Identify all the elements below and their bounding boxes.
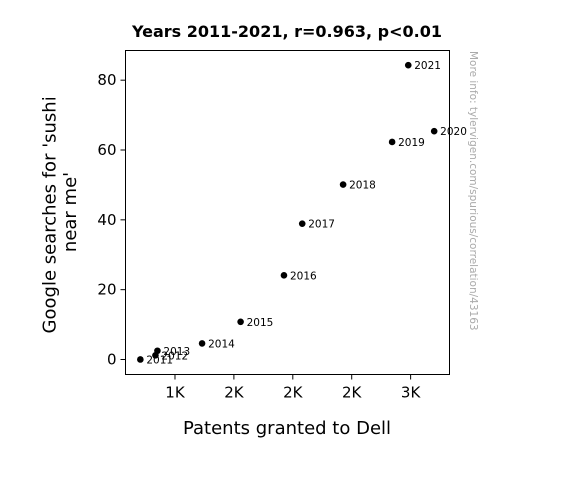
point-label-2012: 2012 <box>161 350 188 362</box>
data-point-2011 <box>137 356 144 363</box>
x-axis: 1K 2K 2K 2K 3K <box>165 374 422 402</box>
point-label-2018: 2018 <box>349 180 376 192</box>
data-point-2019 <box>388 138 396 146</box>
x-axis-label: Patents granted to Dell <box>183 418 391 439</box>
y-tick-label: 40 <box>97 211 116 229</box>
plot-area: 2011201220132014201520162017201820192020… <box>137 60 467 366</box>
y-tick-label: 80 <box>97 71 116 89</box>
point-label-2014: 2014 <box>208 338 235 350</box>
data-point-2017 <box>298 220 306 227</box>
y-axis-label-line-1: Google searches for 'sushi <box>39 96 60 333</box>
x-tick-label: 2K <box>224 384 245 402</box>
point-label-2016: 2016 <box>290 270 317 282</box>
y-tick-label: 20 <box>97 281 116 299</box>
point-label-2020: 2020 <box>440 126 467 138</box>
point-label-2015: 2015 <box>247 317 274 329</box>
point-label-2017: 2017 <box>308 219 335 231</box>
point-label-2021: 2021 <box>414 60 441 72</box>
data-point-2020 <box>430 127 438 135</box>
y-axis-label: Google searches for 'sushi near me' <box>39 91 81 334</box>
plot-frame <box>125 50 450 375</box>
point-label-2019: 2019 <box>398 137 425 149</box>
y-axis: 0 20 40 60 80 <box>97 71 126 368</box>
point-label-2013: 2013 <box>163 346 190 358</box>
data-point-2013 <box>154 347 161 355</box>
data-point-2016 <box>280 272 288 279</box>
data-point-2021 <box>404 61 412 69</box>
x-tick-label: 3K <box>401 384 422 402</box>
data-point-2014 <box>198 340 206 347</box>
y-tick-label: 0 <box>107 350 117 368</box>
data-point-2015 <box>237 318 244 326</box>
x-tick-label: 1K <box>165 384 186 402</box>
y-tick-label: 60 <box>97 141 116 159</box>
y-axis-label-line-2: near me' <box>60 172 81 252</box>
x-tick-label: 2K <box>283 384 304 402</box>
data-point-2018 <box>339 181 347 188</box>
x-tick-label: 2K <box>342 384 363 402</box>
watermark: More info: tylervigen.com/spurious/corre… <box>467 51 479 331</box>
chart-title: Years 2011-2021, r=0.963, p<0.01 <box>131 22 442 41</box>
